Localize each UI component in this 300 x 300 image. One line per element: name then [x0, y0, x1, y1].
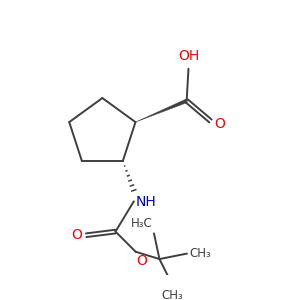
Text: OH: OH	[178, 49, 199, 63]
Polygon shape	[136, 99, 188, 122]
Text: O: O	[136, 254, 147, 268]
Text: CH₃: CH₃	[161, 289, 183, 300]
Text: NH: NH	[136, 195, 156, 209]
Text: H₃C: H₃C	[130, 217, 152, 230]
Text: O: O	[214, 117, 225, 131]
Text: CH₃: CH₃	[190, 247, 211, 260]
Text: O: O	[72, 228, 83, 242]
